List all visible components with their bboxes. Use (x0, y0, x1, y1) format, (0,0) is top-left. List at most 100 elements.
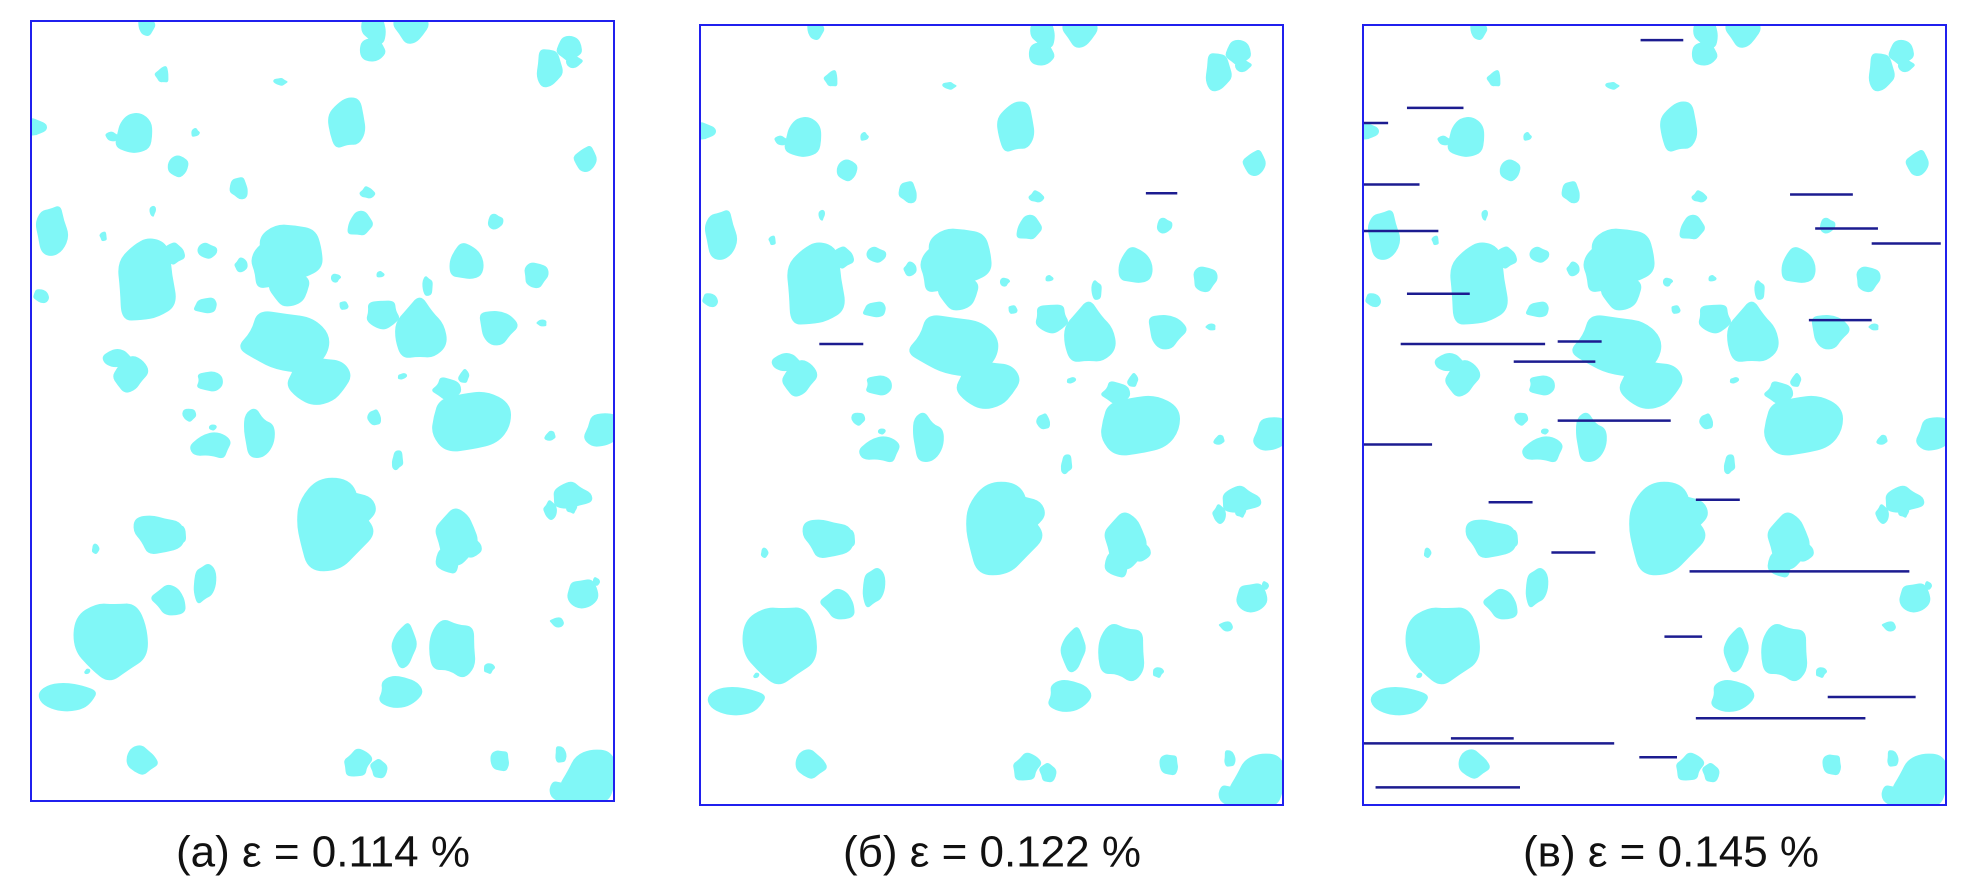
inclusion (1905, 150, 1929, 177)
microstructure (31, 21, 614, 801)
inclusion (1529, 375, 1555, 396)
inclusion (154, 66, 169, 83)
inclusion (146, 303, 157, 314)
inclusion (35, 206, 69, 256)
inclusion (1205, 53, 1232, 92)
inclusion (700, 126, 709, 140)
inclusion (175, 525, 187, 545)
microstructure (700, 25, 1283, 805)
inclusion (807, 25, 825, 40)
inclusion (105, 131, 119, 142)
inclusion (1764, 395, 1844, 456)
inclusion (422, 276, 433, 296)
inclusion (1788, 544, 1804, 563)
inclusion (584, 413, 614, 447)
inclusion (1229, 753, 1283, 805)
inclusion (912, 412, 944, 462)
inclusion (297, 477, 374, 572)
inclusion (99, 231, 107, 242)
inclusion (1822, 754, 1841, 776)
inclusion (1148, 315, 1187, 350)
inclusion (1045, 275, 1054, 282)
inclusion (782, 360, 818, 397)
inclusion (376, 271, 385, 278)
inclusion (768, 235, 776, 246)
inclusion (567, 579, 599, 609)
inclusion (707, 687, 765, 716)
inclusion (1507, 529, 1519, 549)
inclusion (429, 620, 476, 678)
inclusion (862, 301, 886, 318)
inclusion (1363, 126, 1372, 140)
inclusion (393, 21, 429, 44)
inclusion (844, 529, 856, 549)
panel (699, 24, 1284, 806)
inclusion (1540, 428, 1549, 435)
inclusion (956, 358, 1020, 409)
inclusion (243, 408, 275, 458)
inclusion (1523, 131, 1532, 141)
inclusion (815, 307, 826, 318)
inclusion (287, 354, 351, 405)
inclusion (1091, 280, 1102, 300)
inclusion (937, 277, 979, 311)
inclusion (347, 210, 373, 236)
inclusion (1671, 305, 1681, 314)
inclusion (536, 319, 547, 327)
inclusion (191, 127, 200, 137)
inclusion (1483, 588, 1518, 620)
inclusion (1591, 228, 1655, 285)
inclusion (273, 77, 288, 86)
inclusion (1470, 25, 1488, 40)
inclusion (795, 749, 827, 779)
inclusion (851, 412, 866, 426)
inclusion (1064, 301, 1116, 362)
inclusion (702, 293, 718, 308)
caption: (в) ε = 0.145 % (1523, 828, 1819, 877)
inclusion (193, 297, 217, 314)
microstructure (1363, 25, 1946, 805)
inclusion (1885, 485, 1925, 513)
inclusion (556, 35, 582, 62)
inclusion (1694, 46, 1703, 54)
inclusion (1465, 519, 1517, 559)
inclusion (1708, 275, 1717, 282)
inclusion (1525, 301, 1549, 318)
inclusion (366, 300, 400, 330)
inclusion (1242, 150, 1266, 177)
inclusion (760, 547, 769, 558)
inclusion (898, 181, 917, 204)
inclusion (1898, 505, 1910, 518)
inclusion (126, 745, 158, 775)
inclusion (1662, 277, 1674, 287)
inclusion (1868, 53, 1895, 92)
inclusion (818, 209, 825, 221)
inclusion (1619, 358, 1683, 409)
panel-frame (699, 24, 1284, 806)
panel-frame (1362, 24, 1947, 806)
inclusion (432, 377, 462, 400)
inclusion (573, 146, 597, 173)
inclusion (774, 135, 788, 146)
inclusion (1478, 307, 1489, 318)
inclusion (1008, 305, 1018, 314)
caption: (а) ε = 0.114 % (176, 828, 470, 877)
inclusion (1486, 70, 1501, 87)
inclusion (524, 262, 549, 289)
inclusion (1156, 217, 1173, 234)
inclusion (73, 603, 148, 681)
inclusion (1729, 377, 1740, 384)
inclusion (555, 746, 567, 763)
inclusion (367, 409, 382, 426)
inclusion (704, 210, 738, 260)
inclusion (391, 623, 417, 669)
inclusion (1888, 39, 1914, 66)
inclusion (138, 21, 156, 36)
inclusion (118, 238, 176, 321)
inclusion (1679, 214, 1705, 240)
inclusion (1875, 504, 1889, 524)
inclusion (1224, 750, 1236, 767)
inclusion (1152, 667, 1165, 678)
inclusion (942, 81, 957, 90)
